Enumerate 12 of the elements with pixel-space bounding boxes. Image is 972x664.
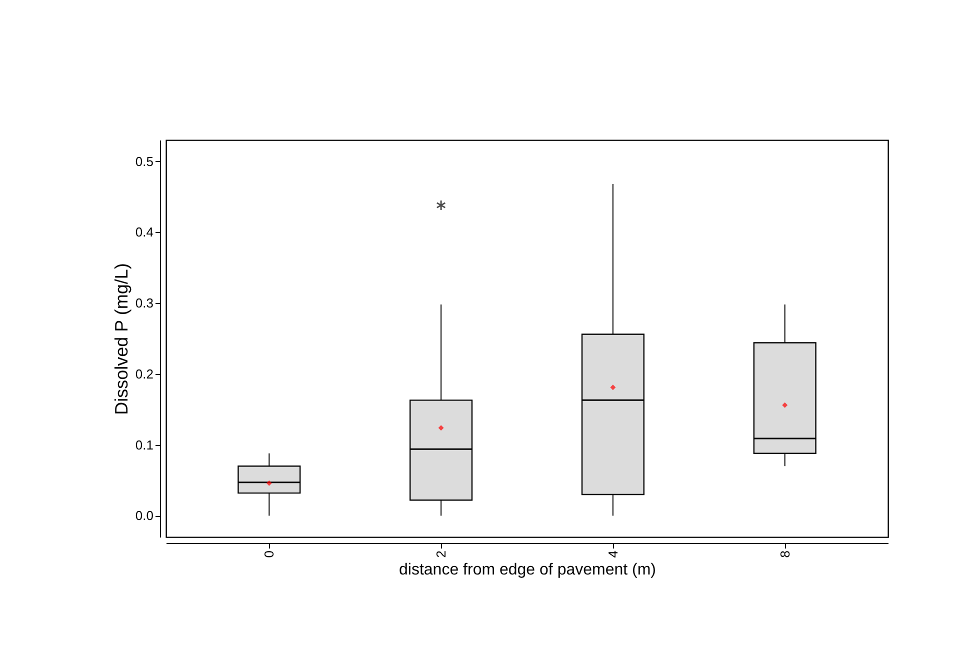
- y-axis-title: Dissolved P (mg/L): [111, 263, 132, 415]
- y-tick-label: 0.5: [135, 154, 154, 169]
- x-tick-label: 8: [777, 550, 792, 558]
- y-tick-label: 0.0: [135, 508, 154, 524]
- y-tick-label: 0.1: [135, 437, 154, 452]
- y-tick-label: 0.2: [135, 366, 154, 382]
- y-tick-label: 0.4: [135, 224, 154, 240]
- y-tick-label: 0.3: [135, 296, 154, 311]
- x-tick-label: 4: [605, 550, 620, 558]
- x-axis-title: distance from edge of pavement (m): [398, 562, 656, 579]
- x-tick-label: 0: [262, 550, 277, 558]
- x-tick-label: 2: [434, 550, 449, 558]
